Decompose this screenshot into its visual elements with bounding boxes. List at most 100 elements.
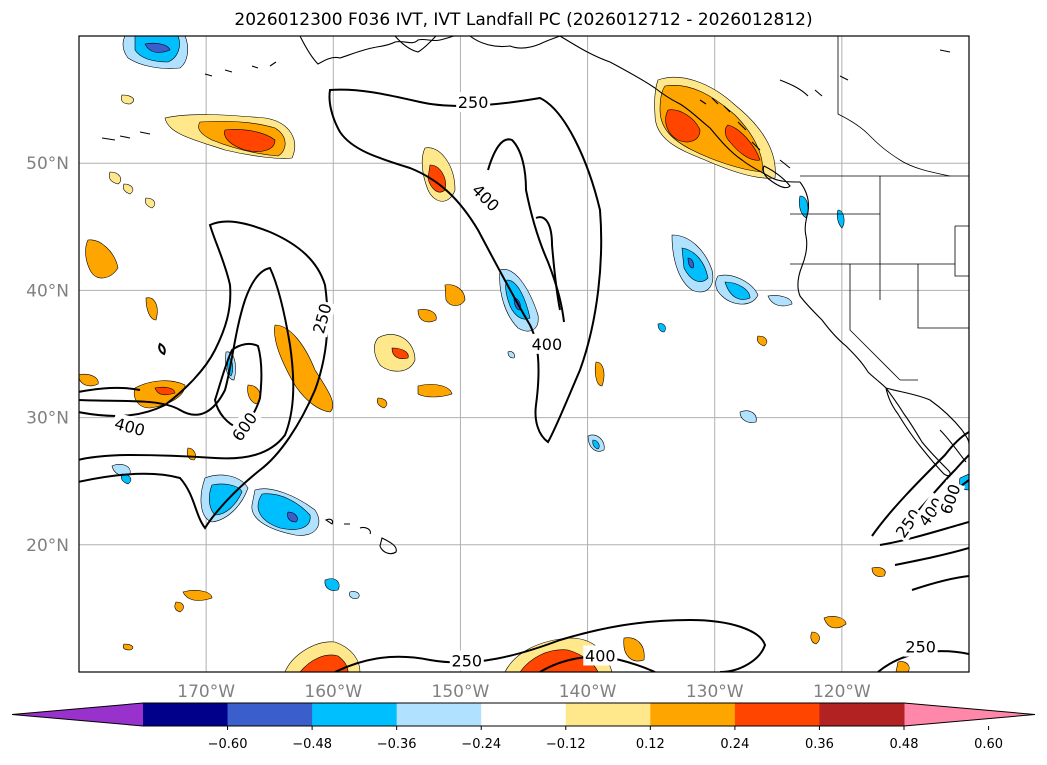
fill-positive [376,397,388,409]
colorbar-swatch [650,703,736,726]
colorbar-tick-label: 0.48 [890,737,919,752]
fill-positive [79,373,99,387]
colorbar-extend-low [12,703,143,726]
fill-positive [174,601,184,613]
fill-positive [895,661,910,672]
colorbar-swatch [312,703,398,726]
fill-positive [274,324,334,413]
lon-tick-label: 170°W [177,682,235,702]
us-west-coast [797,235,887,389]
aleutians [101,61,277,141]
fill-negative [349,591,360,599]
colorbar: −0.60 −0.48 −0.36 −0.24 −0.12 0.12 0.24 0.36 0.4… [11,702,1036,752]
colorbar-swatch [481,703,567,726]
colorbar-tick-label: 0.24 [720,737,749,752]
contour-400 [894,547,969,566]
contour-label: 400 [110,412,149,441]
fill-positive [120,94,134,105]
fill-positive [299,654,349,672]
fill-negative [687,257,694,269]
ivt-contours [79,88,969,672]
colorbar-tick-label: −0.36 [377,737,417,752]
alaska-coast [299,36,460,65]
bc-coast [799,181,810,237]
fill-positive [391,347,409,359]
fill-positive [871,567,886,577]
colorbar-swatch [819,703,905,726]
fill-negative [798,195,809,219]
coastlines [101,36,969,555]
fill-negative [324,578,340,591]
svg-text:400: 400 [585,646,616,665]
state-border [790,176,969,381]
hawaii [324,518,397,555]
fill-positive [154,386,176,396]
alaska-coast [469,36,561,49]
fill-positive [224,129,276,152]
lon-tick-label: 160°W [304,682,362,702]
fill-negative [287,511,298,523]
svg-text:250: 250 [452,652,483,671]
vancouver-island [762,165,791,189]
contour-label: 400 [529,333,564,354]
fill-positive [823,616,847,629]
colorbar-tick-label: −0.12 [546,737,586,752]
political-boundaries [790,36,969,381]
contour-label: 250 [449,650,484,671]
fill-positive [810,631,820,645]
fill-negative [657,323,666,333]
fill-positive [594,361,605,387]
colorbar-swatch [565,703,651,726]
lat-tick-label: 20°N [26,536,69,556]
lon-tick-label: 120°W [813,682,871,702]
fill-positive [85,239,119,279]
probability-fills [79,36,969,672]
fill-positive [417,309,437,323]
colorbar-tick-label: −0.48 [292,737,332,752]
fill-negative [681,247,709,282]
contour-400 [535,216,561,311]
colorbar-extend-high [904,703,1035,726]
contour-250 [79,220,329,530]
fill-positive [756,335,768,347]
colorbar-swatch [143,703,229,726]
alaska-panhandle [559,36,801,183]
fill-negative [507,351,515,359]
fill-positive [519,649,599,672]
fill-positive [144,197,156,209]
fill-positive [182,590,213,601]
fill-negative [592,439,600,450]
contour-label: 250 [456,92,491,113]
lat-tick-label: 40°N [26,281,69,301]
lon-tick-label: 150°W [432,682,490,702]
contour-250 [879,521,969,546]
axis-labels: 170°W 160°W 150°W 140°W 130°W 120°W 20°N 30°N 40… [26,154,871,702]
contour-250 [871,431,969,537]
contour-250 [79,386,141,393]
fill-positive [444,284,466,306]
map-frame [78,35,970,673]
contour-400 [539,655,656,672]
contour-400 [79,266,295,461]
contour-250 [158,342,166,356]
lon-tick-label: 130°W [686,682,744,702]
lon-tick-label: 140°W [559,682,617,702]
contour-label: 250 [903,636,938,657]
fill-negative [836,209,845,229]
bc-islands [699,49,951,169]
colorbar-tick-label: 0.12 [636,737,665,752]
contour-label: 400 [583,645,618,666]
alaska-canada-border [837,36,951,177]
colorbar-tick-label: 0.60 [974,737,1003,752]
map-title: 2026012300 F036 IVT, IVT Landfall PC (20… [234,10,813,30]
lat-tick-label: 30°N [26,409,69,429]
colorbar-swatch [734,703,820,726]
fill-positive [122,643,134,651]
fill-positive [623,637,645,662]
fill-negative [767,295,793,307]
alaska-coast [394,36,437,53]
colorbar-swatch [227,703,313,726]
fill-negative [144,42,171,53]
